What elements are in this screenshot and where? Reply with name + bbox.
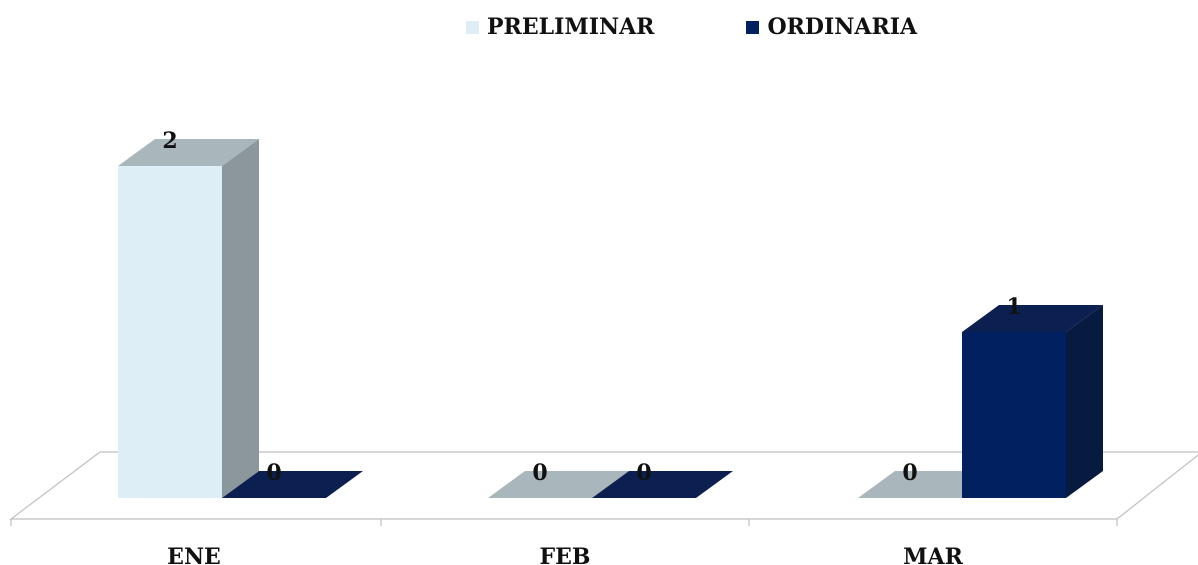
data-label: 0	[266, 460, 281, 486]
legend-label-ordinaria: ORDINARIA	[767, 14, 918, 40]
bar-front	[118, 166, 222, 498]
bar-top	[118, 139, 259, 166]
x-axis-tick-labels: ENE FEB MAR	[167, 544, 963, 565]
data-label: 0	[532, 460, 547, 486]
bar-ene-ordinaria	[222, 471, 363, 498]
legend-swatch-preliminar	[466, 20, 479, 34]
bar-top-flat	[222, 471, 363, 498]
legend-label-preliminar: PRELIMINAR	[487, 14, 655, 40]
x-tick-label-feb: FEB	[540, 544, 591, 565]
bar-front	[962, 332, 1066, 498]
data-label: 1	[1006, 294, 1021, 320]
chart-bars	[118, 139, 1103, 498]
bar-feb-ordinaria	[592, 471, 733, 498]
chart-legend: PRELIMINAR ORDINARIA	[466, 12, 1009, 42]
data-label: 0	[902, 460, 917, 486]
x-tick-label-mar: MAR	[903, 544, 963, 565]
bar-side	[1066, 305, 1103, 498]
bar-top-flat	[488, 471, 629, 498]
data-labels: 2 0 0 0 0 1	[162, 128, 1021, 486]
bar-ene-preliminar	[118, 139, 259, 498]
bar-feb-preliminar	[488, 471, 629, 498]
bar-mar-ordinaria	[962, 305, 1103, 498]
bar-top	[962, 305, 1103, 332]
x-tick-label-ene: ENE	[167, 544, 221, 565]
data-label: 0	[636, 460, 651, 486]
legend-item-preliminar: PRELIMINAR	[466, 14, 654, 40]
data-label: 2	[162, 128, 177, 154]
legend-swatch-ordinaria	[746, 20, 760, 34]
bar-side	[222, 139, 259, 498]
legend-item-ordinaria: ORDINARIA	[746, 14, 917, 40]
bar-top-flat	[592, 471, 733, 498]
